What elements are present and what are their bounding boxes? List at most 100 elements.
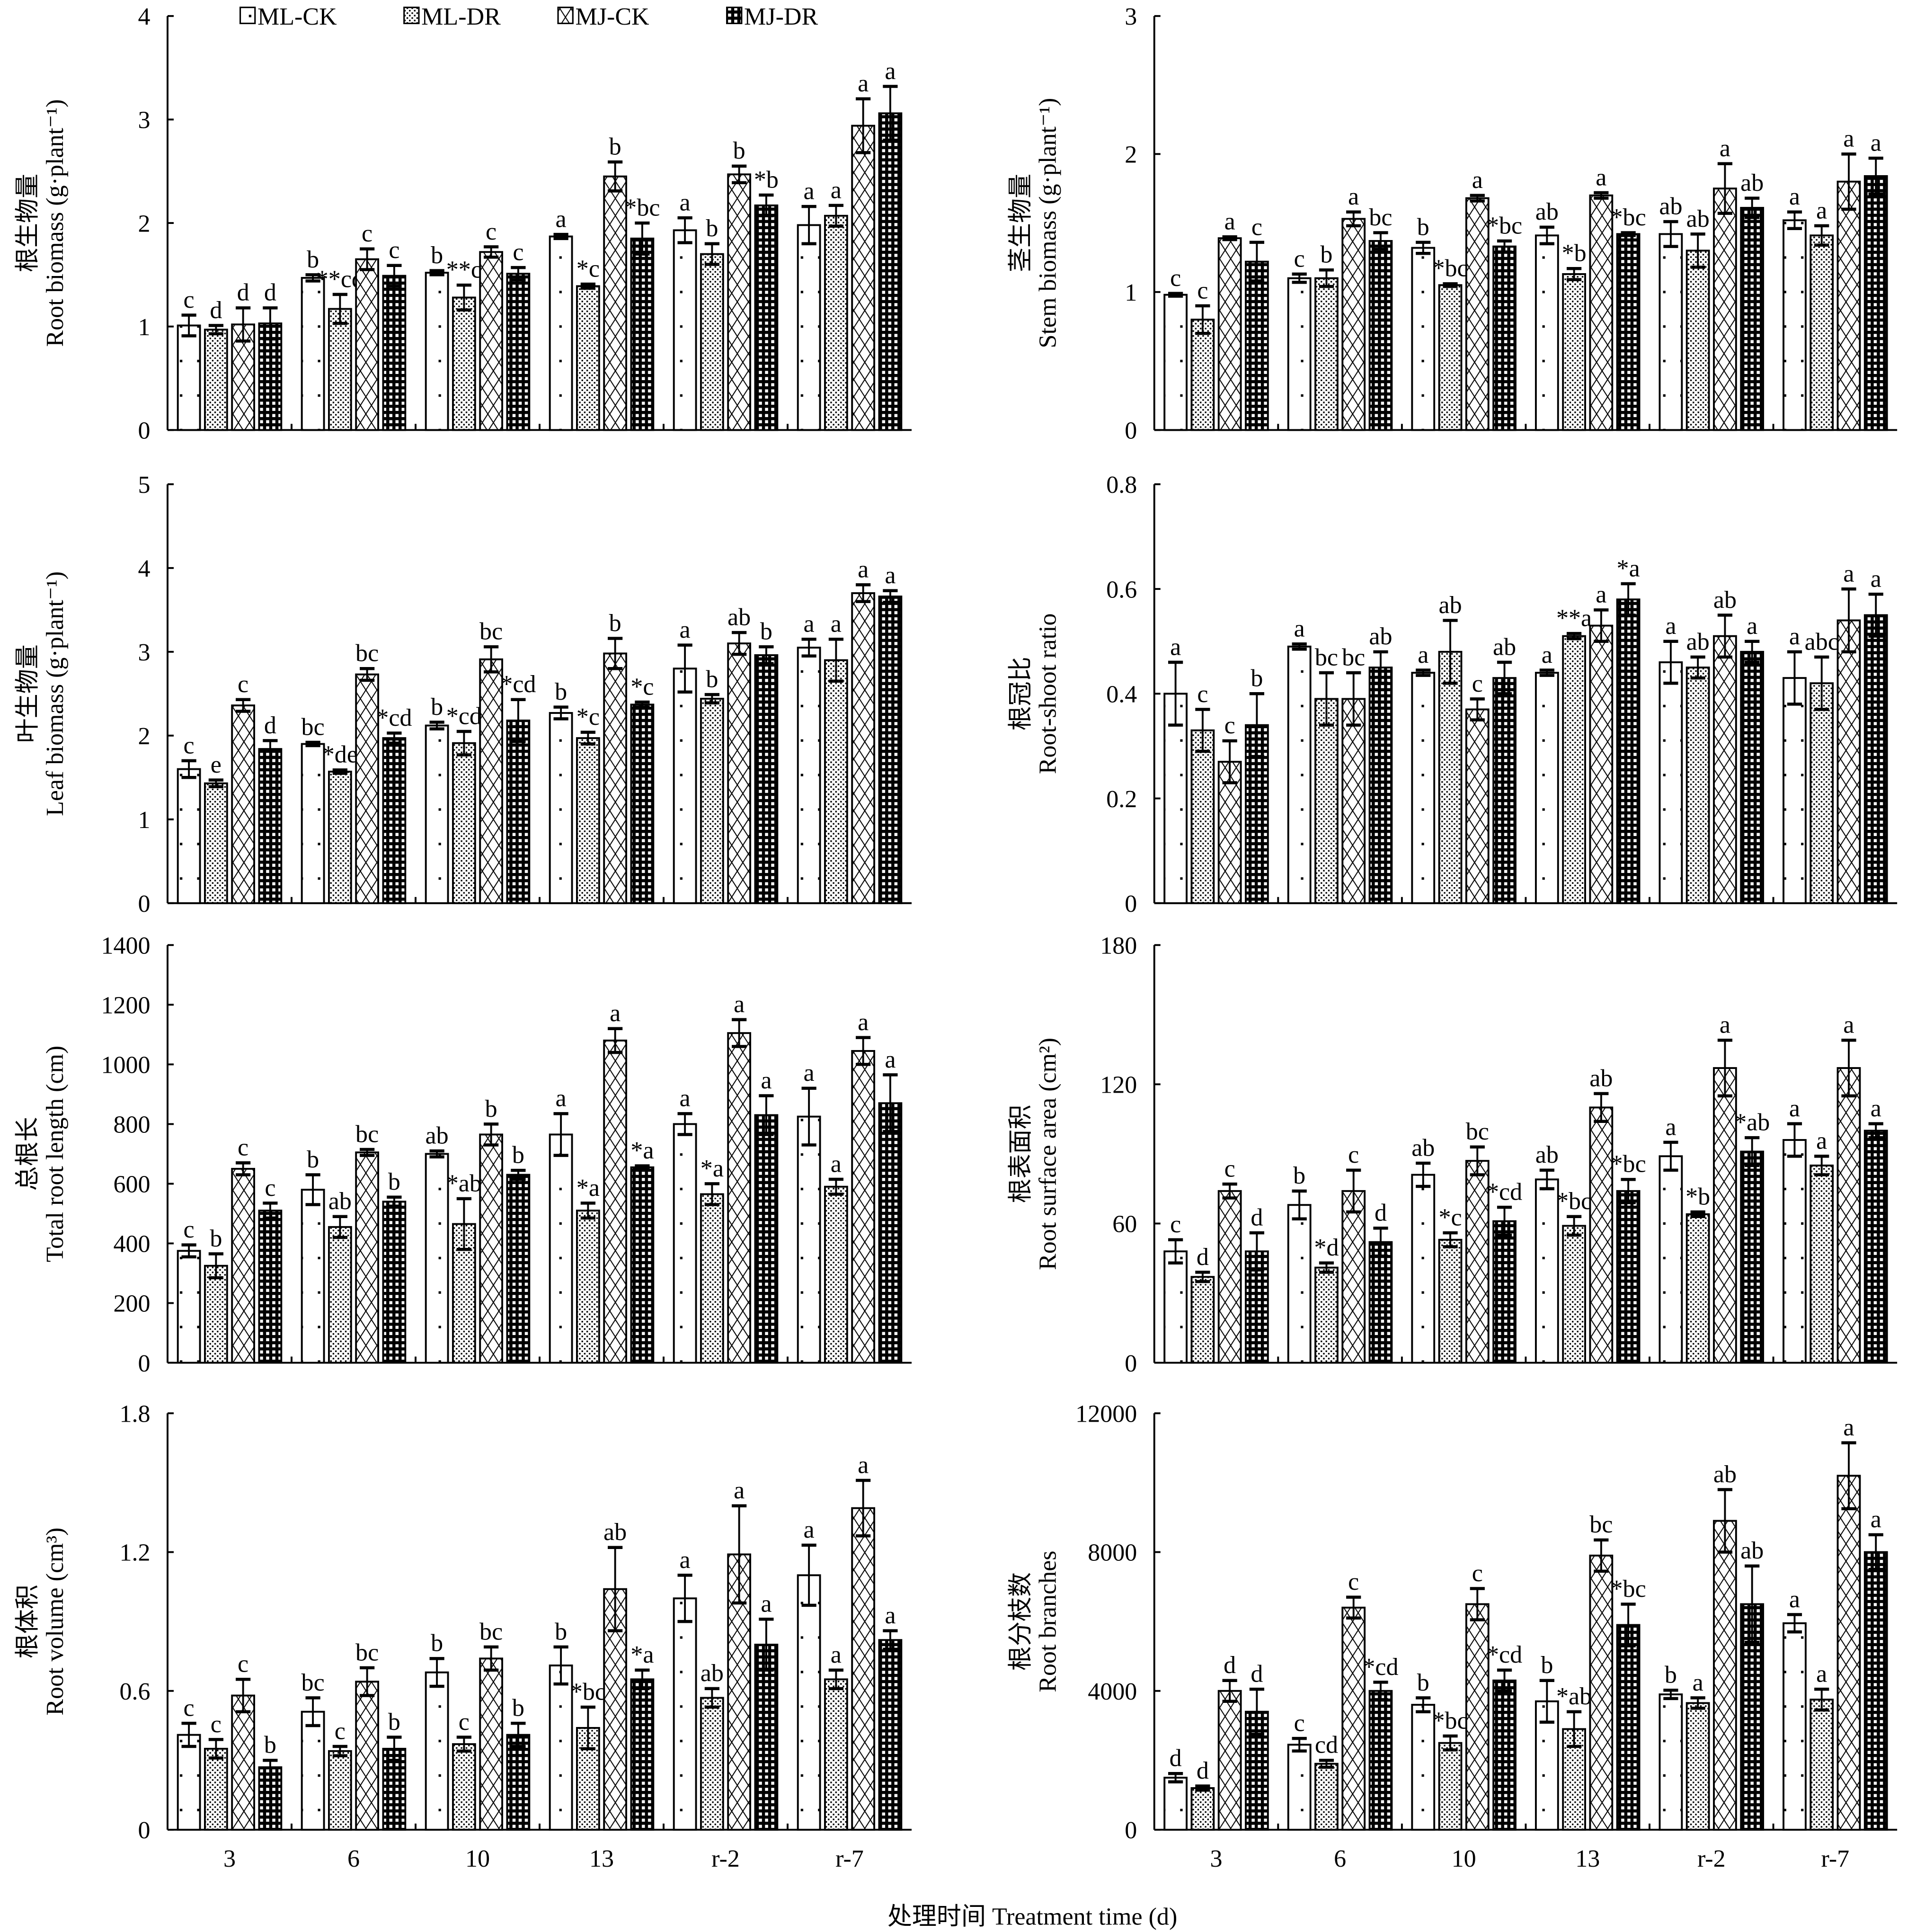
bar-mj-dr-r-2: [754, 204, 779, 431]
significance-label: a: [1747, 613, 1757, 640]
bar-ml-dr-r-7: [824, 1678, 848, 1831]
significance-label: b: [706, 215, 718, 242]
significance-label: a: [1542, 641, 1552, 668]
bar-ml-ck-10: [425, 724, 449, 904]
bar-mj-ck-3: [231, 704, 255, 904]
bar-ml-ck-r-2: [673, 1123, 697, 1364]
y-tick-label: 1200: [101, 992, 150, 1019]
significance-label: *c: [577, 703, 600, 730]
significance-label: *a: [630, 1137, 654, 1164]
significance-label: ab: [1535, 1141, 1559, 1168]
bar-mj-ck-10: [479, 658, 504, 904]
panel-5: 0 200 400 600 800 1000 1200 1400 总根长 Total root l…: [15, 932, 912, 1377]
significance-label: a: [1789, 183, 1800, 210]
significance-label: c: [184, 1695, 195, 1722]
significance-label: d: [1251, 1660, 1263, 1687]
significance-label: a: [1720, 135, 1730, 162]
significance-label: *bc: [1611, 1576, 1646, 1603]
bar-ml-ck-6: [301, 277, 325, 431]
significance-label: *ab: [1556, 1683, 1592, 1710]
bar-mj-ck-13: [1589, 624, 1614, 904]
significance-label: *ab: [446, 1170, 482, 1197]
bar-mj-ck-r-2: [1713, 1520, 1737, 1831]
bar-ml-ck-r-2: [673, 668, 697, 904]
significance-label: ab: [328, 1188, 352, 1215]
significance-label: b: [431, 242, 443, 269]
significance-label: b: [388, 1168, 400, 1195]
bar-ml-ck-r-7: [1783, 1622, 1807, 1831]
y-tick-label: 0.8: [1106, 472, 1137, 499]
bar-ml-dr-6: [328, 770, 352, 904]
bar-mj-dr-10: [1492, 1679, 1517, 1831]
y-axis-label: Root biomass (g·plant⁻¹): [42, 99, 69, 347]
bar-mj-ck-6: [1341, 218, 1366, 431]
bar-mj-dr-10: [506, 273, 531, 431]
significance-label: a: [556, 1085, 567, 1112]
significance-label: a: [804, 178, 815, 205]
x-tick-label: 6: [1334, 1845, 1346, 1872]
significance-label: cd: [1315, 1732, 1338, 1759]
bar-mj-ck-10: [479, 251, 504, 431]
bar-mj-dr-10: [506, 719, 531, 904]
significance-label: c: [238, 1134, 248, 1161]
significance-label: d: [210, 297, 222, 324]
bar-ml-dr-r-2: [1685, 249, 1710, 431]
significance-label: a: [858, 556, 869, 583]
x-tick-label: r-7: [835, 1845, 864, 1872]
significance-label: b: [555, 678, 567, 705]
significance-label: b: [307, 1146, 319, 1173]
significance-label: a: [761, 1067, 772, 1094]
significance-label: bc: [1369, 204, 1392, 231]
significance-label: a: [1816, 1660, 1827, 1687]
y-tick-label: 400: [113, 1231, 150, 1258]
bar-ml-ck-3: [177, 1250, 201, 1364]
bar-ml-dr-13: [576, 285, 600, 431]
bar-mj-dr-r-7: [878, 596, 903, 904]
bar-ml-dr-r-7: [824, 1185, 848, 1364]
significance-label: a: [1596, 164, 1606, 191]
bar-mj-ck-r-2: [727, 1032, 752, 1364]
bar-mj-ck-13: [1589, 194, 1614, 431]
significance-label: a: [610, 1000, 621, 1027]
bar-mj-dr-r-7: [878, 1639, 903, 1831]
bar-ml-dr-r-7: [1809, 1699, 1834, 1831]
y-tick-label: 0: [138, 418, 151, 445]
significance-label: a: [1843, 125, 1854, 152]
bar-ml-dr-r-2: [700, 697, 724, 904]
bar-ml-ck-6: [1287, 645, 1312, 904]
significance-label: d: [1170, 1745, 1182, 1772]
significance-label: *cd: [376, 704, 412, 731]
significance-label: c: [238, 1651, 248, 1678]
bar-mj-dr-6: [382, 1201, 407, 1364]
bar-ml-ck-r-7: [797, 224, 821, 431]
legend: ML-CK ML-DR MJ-CK MJ-DR: [239, 3, 818, 30]
legend-swatch-ml-ck: [239, 7, 256, 25]
bar-ml-dr-3: [204, 1264, 228, 1364]
significance-label: *bc: [1611, 1151, 1646, 1178]
significance-label: c: [1294, 245, 1305, 272]
y-tick-label: 0: [138, 890, 151, 917]
bar-mj-dr-13: [1616, 1190, 1641, 1364]
significance-label: d: [1224, 1652, 1236, 1679]
significance-label: d: [1197, 1757, 1209, 1784]
significance-label: *d: [1314, 1234, 1339, 1261]
bar-ml-ck-3: [177, 768, 201, 904]
significance-label: a: [734, 1477, 745, 1504]
bar-ml-ck-13: [549, 1133, 573, 1364]
y-axis-label-cn: 茎生物量: [1007, 174, 1034, 272]
y-axis-label-cn: 根分枝数: [1007, 1572, 1034, 1671]
bar-mj-ck-r-7: [1836, 180, 1861, 431]
y-axis-label-cn: 根生物量: [15, 174, 42, 272]
significance-label: a: [1871, 1506, 1881, 1533]
bar-mj-ck-3: [231, 1167, 255, 1364]
bar-mj-dr-r-7: [878, 112, 903, 431]
bar-ml-dr-r-7: [1809, 1164, 1834, 1364]
y-tick-label: 2: [138, 210, 151, 237]
bar-ml-dr-r-7: [824, 659, 848, 904]
bar-ml-dr-13: [1562, 273, 1586, 431]
bar-mj-ck-10: [1465, 1160, 1490, 1364]
significance-label: e: [211, 751, 222, 778]
